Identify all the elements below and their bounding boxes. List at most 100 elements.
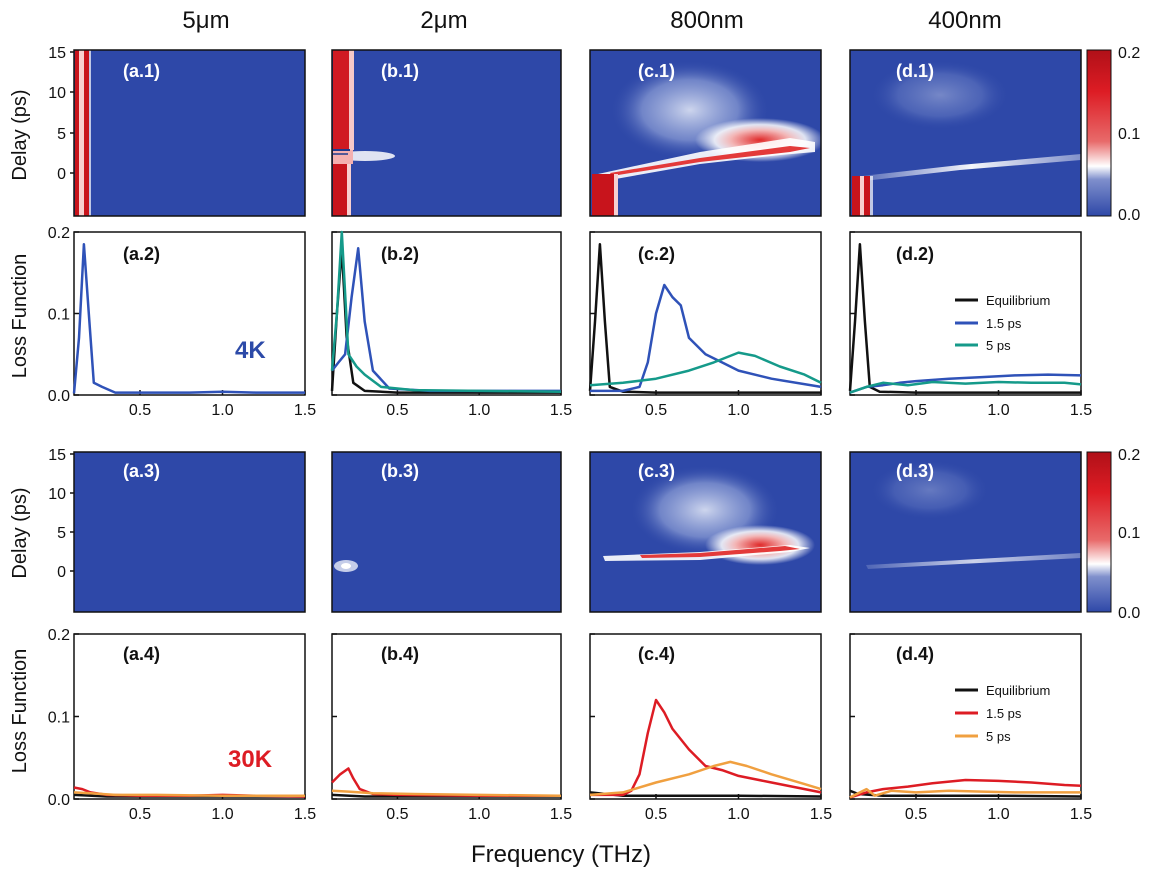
loss-plot-d.4: 0.5 1.0 1.5 (849, 633, 1092, 823)
plot-frame (73, 231, 306, 396)
series-line-equilibrium (588, 242, 821, 394)
series-line-5-ps (849, 787, 1081, 799)
panel-label-d1: (d.1) (896, 61, 934, 81)
temp-label-30K: 30K (228, 746, 273, 773)
panel-label-d4: (d.4) (896, 644, 934, 664)
series-line-1-5-ps (72, 242, 305, 394)
panel-label-d2: (d.2) (896, 244, 934, 264)
series-line-5-ps (330, 230, 562, 393)
loss-plot-a.4: 0.5 1.0 1.5 0.2 0.1 0.0 (48, 627, 316, 823)
heatmap-yaxis-row3: 15 10 5 0 (48, 447, 74, 581)
x-tick-label: 1.5 (810, 806, 832, 823)
loss-panels: 0.5 1.0 1.5 0.2 0.1 0.0 0.5 1.0 1.5 0.5 1.0 1.5 0.5 1… (48, 225, 1092, 823)
panel-label-d3: (d.3) (896, 461, 934, 481)
x-tick-label: 1.5 (1070, 402, 1092, 419)
column-title-2um: 2μm (420, 7, 467, 34)
loss-plot-d.2: 0.5 1.0 1.5 (848, 231, 1092, 419)
heatmap-yaxis-row1: 15 10 5 0 (48, 45, 74, 183)
plot-frame (849, 231, 1082, 396)
x-tick-label: 1.0 (987, 402, 1009, 419)
heatmap-d3 (850, 452, 1081, 612)
legend-label-equilibrium: Equilibrium (986, 683, 1050, 698)
colorbar-bottom: 0.2 0.1 0.0 (1086, 447, 1140, 622)
series-line-1-5-ps (849, 778, 1082, 799)
legend-4K: Equilibrium 1.5 ps 5 ps (955, 293, 1050, 353)
heatmap-c3 (590, 452, 821, 612)
loss-plot-b.4: 0.5 1.0 1.5 (331, 633, 572, 823)
heatmap-d1 (850, 50, 1081, 216)
panel-label-b1: (b.1) (381, 61, 419, 81)
ytick-10: 10 (48, 486, 66, 503)
x-tick-label: 1.5 (810, 402, 832, 419)
colorbar-tick-0.1: 0.1 (1118, 126, 1140, 143)
colorbar-tick-0.2: 0.2 (1118, 45, 1140, 62)
ytick-15: 15 (48, 447, 66, 464)
panel-label-c4: (c.4) (638, 644, 675, 664)
ylabel-delay-row1: Delay (ps) (9, 89, 31, 180)
series-line-1-5-ps (590, 283, 822, 393)
column-title-800nm: 800nm (670, 7, 743, 34)
colorbar-tick-0.2: 0.2 (1118, 447, 1140, 464)
loss-plot-c.2: 0.5 1.0 1.5 (588, 231, 832, 419)
heatmap-b3 (332, 452, 561, 612)
series-line-5-ps (589, 760, 822, 797)
legend-label-equilibrium: Equilibrium (986, 293, 1050, 308)
colorbar-tick-0.0: 0.0 (1118, 605, 1140, 622)
panel-label-b3: (b.3) (381, 461, 419, 481)
x-tick-label: 0.5 (905, 402, 927, 419)
x-tick-label: 1.0 (987, 806, 1009, 823)
panel-label-c1: (c.1) (638, 61, 675, 81)
y-tick-label: 0.1 (48, 307, 70, 324)
x-tick-label: 1.5 (550, 402, 572, 419)
heatmap-a3 (74, 452, 305, 612)
x-tick-label: 1.5 (294, 402, 316, 419)
plot-frame (331, 633, 562, 800)
loss-plot-c.4: 0.5 1.0 1.5 (589, 633, 832, 823)
y-tick-label: 0.1 (48, 710, 70, 727)
ytick-0: 0 (57, 166, 66, 183)
x-tick-label: 1.0 (468, 806, 490, 823)
y-tick-label: 0.2 (48, 225, 70, 242)
x-tick-label: 1.5 (294, 806, 316, 823)
ylabel-delay-row3: Delay (ps) (9, 487, 31, 578)
legend-label-1.5ps: 1.5 ps (986, 316, 1022, 331)
heatmap-b1 (332, 50, 561, 216)
series-line-5-ps (73, 791, 305, 797)
panel-label-b4: (b.4) (381, 644, 419, 664)
loss-plot-b.2: 0.5 1.0 1.5 (330, 230, 572, 419)
panel-label-a1: (a.1) (123, 61, 160, 81)
legend-30K: Equilibrium 1.5 ps 5 ps (955, 683, 1050, 744)
series-line-5-ps (331, 789, 562, 797)
panel-label-a4: (a.4) (123, 644, 160, 664)
x-tick-label: 1.0 (727, 806, 749, 823)
heatmap-a1 (74, 50, 305, 216)
x-tick-label: 0.5 (645, 402, 667, 419)
loss-plot-a.2: 0.5 1.0 1.5 0.2 0.1 0.0 (48, 225, 316, 419)
y-tick-label: 0.0 (48, 388, 70, 405)
plot-frame (589, 231, 822, 396)
panel-label-b2: (b.2) (381, 244, 419, 264)
x-tick-label: 0.5 (386, 806, 408, 823)
plot-frame (589, 633, 822, 800)
column-title-400nm: 400nm (928, 7, 1001, 34)
legend-label-5ps: 5 ps (986, 338, 1011, 353)
ytick-5: 5 (57, 126, 66, 143)
ytick-10: 10 (48, 85, 66, 102)
temp-label-4K: 4K (235, 337, 266, 364)
colorbar-tick-0.1: 0.1 (1118, 525, 1140, 542)
x-tick-label: 0.5 (386, 402, 408, 419)
heatmap-c1 (590, 50, 825, 216)
ytick-5: 5 (57, 525, 66, 542)
panel-label-c2: (c.2) (638, 244, 675, 264)
legend-label-1.5ps: 1.5 ps (986, 706, 1022, 721)
y-tick-label: 0.2 (48, 627, 70, 644)
series-line-1-5-ps (590, 698, 822, 797)
legend-label-5ps: 5 ps (986, 729, 1011, 744)
x-tick-label: 1.0 (727, 402, 749, 419)
x-tick-label: 0.5 (129, 402, 151, 419)
x-tick-label: 1.5 (1070, 806, 1092, 823)
x-tick-label: 1.0 (211, 806, 233, 823)
ylabel-loss-row4: Loss Function (9, 649, 31, 774)
ytick-15: 15 (48, 45, 66, 62)
